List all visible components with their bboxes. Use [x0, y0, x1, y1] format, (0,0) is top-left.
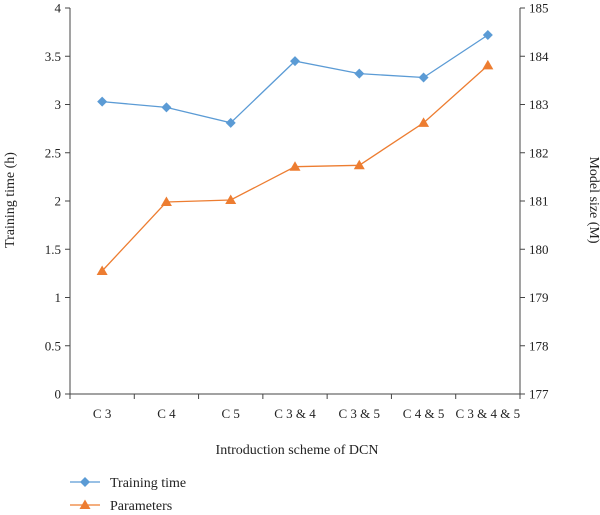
y-right-tick-label: 177: [529, 387, 549, 402]
y-right-tick-label: 180: [529, 242, 549, 257]
legend-marker-parameters: [79, 499, 91, 509]
y-left-tick-label: 0: [55, 387, 62, 402]
data-point-parameters: [353, 159, 365, 170]
y-right-tick-label: 184: [529, 49, 549, 64]
data-point-training-time: [418, 72, 429, 83]
x-axis-title: Introduction scheme of DCN: [216, 443, 379, 458]
legend-marker-training-time: [80, 477, 90, 487]
y-right-tick-label: 179: [529, 290, 549, 305]
y-axis-left: 0 0.5 1 1.5 2 2.5 3 3.5 4: [45, 1, 70, 402]
data-point-training-time: [482, 30, 493, 41]
x-tick-label: C 4: [157, 406, 176, 421]
data-point-parameters: [160, 196, 172, 206]
legend-item-parameters: Parameters: [70, 499, 172, 514]
x-tick-label: C 5: [222, 406, 240, 421]
y-left-tick-label: 1: [55, 290, 62, 305]
y-left-tick-label: 3: [55, 97, 62, 112]
x-tick-label: C 3 & 4: [274, 406, 316, 421]
legend-label-training-time: Training time: [110, 476, 186, 491]
y-left-tick-label: 0.5: [45, 338, 61, 353]
legend: Training time Parameters: [70, 476, 186, 514]
data-point-training-time: [354, 68, 365, 79]
x-axis: C 3 C 4 C 5 C 3 & 4 C 3 & 5 C 4 & 5 C 3 & 4 & …: [69, 394, 521, 421]
y-right-tick-label: 178: [529, 338, 549, 353]
y-axis-right-title: Model size (M): [586, 156, 600, 243]
data-point-parameters: [96, 265, 108, 275]
y-axis-left-title: Training time (h): [3, 152, 18, 248]
data-point-parameters: [418, 117, 430, 127]
y-right-tick-label: 183: [529, 97, 549, 112]
y-right-tick-label: 182: [529, 145, 549, 160]
y-right-tick-label: 185: [529, 1, 549, 16]
x-tick-label: C 3: [93, 406, 111, 421]
data-point-training-time: [290, 56, 300, 67]
x-tick-label: C 3 & 4 & 5: [456, 406, 521, 421]
series-line-training-time: [102, 34, 489, 124]
data-point-parameters: [482, 59, 494, 70]
x-tick-label: C 4 & 5: [403, 406, 445, 421]
y-left-tick-label: 1.5: [45, 242, 61, 257]
data-point-training-time: [161, 102, 172, 113]
data-point-training-time: [225, 117, 236, 128]
series-parameters: [96, 59, 494, 275]
y-left-tick-label: 2: [55, 194, 62, 209]
data-point-training-time: [97, 96, 108, 107]
series-training-time: [97, 30, 493, 128]
y-left-tick-label: 2.5: [45, 145, 61, 160]
y-left-tick-label: 4: [55, 1, 62, 16]
legend-label-parameters: Parameters: [110, 499, 172, 514]
x-tick-label: C 3 & 5: [339, 406, 381, 421]
data-point-parameters: [225, 194, 237, 205]
y-left-tick-label: 3.5: [45, 49, 61, 64]
data-point-parameters: [289, 161, 301, 171]
y-axis-right: 177 178 179 180 181 182 183 184 185: [520, 1, 549, 402]
legend-item-training-time: Training time: [70, 476, 186, 491]
series-layer: [96, 30, 494, 275]
y-right-tick-label: 181: [529, 194, 549, 209]
